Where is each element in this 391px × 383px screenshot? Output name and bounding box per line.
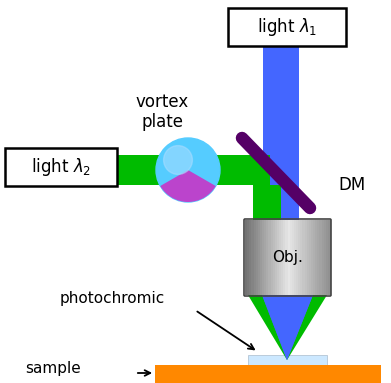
Bar bbox=[300, 220, 303, 295]
Bar bbox=[248, 355, 327, 365]
Bar bbox=[292, 220, 294, 295]
Bar bbox=[305, 220, 307, 295]
Text: DM: DM bbox=[338, 176, 365, 194]
Bar bbox=[315, 220, 318, 295]
Bar bbox=[285, 220, 288, 295]
Polygon shape bbox=[262, 295, 313, 360]
Text: sample: sample bbox=[25, 360, 81, 375]
Bar bbox=[271, 220, 273, 295]
Bar bbox=[256, 220, 258, 295]
Bar bbox=[279, 220, 282, 295]
Bar bbox=[155, 365, 381, 383]
Text: light $\lambda_1$: light $\lambda_1$ bbox=[257, 16, 317, 38]
Bar bbox=[287, 220, 290, 295]
Bar bbox=[268, 220, 271, 295]
Bar bbox=[296, 220, 299, 295]
Bar bbox=[294, 220, 296, 295]
Bar bbox=[311, 220, 314, 295]
Circle shape bbox=[163, 146, 192, 174]
Bar bbox=[247, 220, 250, 295]
Bar bbox=[317, 220, 320, 295]
Bar bbox=[324, 220, 326, 295]
Bar bbox=[249, 220, 252, 295]
Bar bbox=[328, 220, 330, 295]
Bar bbox=[258, 220, 260, 295]
Bar bbox=[228, 8, 346, 46]
Bar bbox=[283, 220, 286, 295]
Bar bbox=[273, 220, 275, 295]
Text: Obj.: Obj. bbox=[272, 250, 303, 265]
Bar bbox=[275, 220, 277, 295]
Polygon shape bbox=[262, 295, 313, 360]
Bar bbox=[264, 220, 267, 295]
Bar bbox=[326, 220, 328, 295]
Bar bbox=[253, 220, 256, 295]
Polygon shape bbox=[248, 295, 327, 360]
Text: photochromic: photochromic bbox=[60, 290, 165, 306]
Bar bbox=[309, 220, 311, 295]
Bar bbox=[245, 220, 248, 295]
Bar bbox=[319, 220, 322, 295]
Bar bbox=[313, 220, 316, 295]
Bar bbox=[277, 220, 280, 295]
Circle shape bbox=[156, 138, 220, 202]
Bar bbox=[263, 8, 299, 225]
Bar bbox=[251, 220, 254, 295]
Bar bbox=[298, 220, 301, 295]
Bar bbox=[116, 155, 270, 185]
Bar bbox=[253, 185, 281, 240]
Text: light $\lambda_2$: light $\lambda_2$ bbox=[31, 156, 91, 178]
Bar bbox=[260, 220, 262, 295]
Bar bbox=[321, 220, 324, 295]
Wedge shape bbox=[160, 170, 216, 202]
Bar bbox=[307, 220, 309, 295]
Text: vortex
plate: vortex plate bbox=[135, 93, 188, 131]
Bar bbox=[266, 220, 269, 295]
Bar bbox=[302, 220, 305, 295]
Bar bbox=[290, 220, 292, 295]
Bar bbox=[262, 220, 265, 295]
Bar bbox=[281, 220, 284, 295]
Bar bbox=[5, 148, 117, 186]
